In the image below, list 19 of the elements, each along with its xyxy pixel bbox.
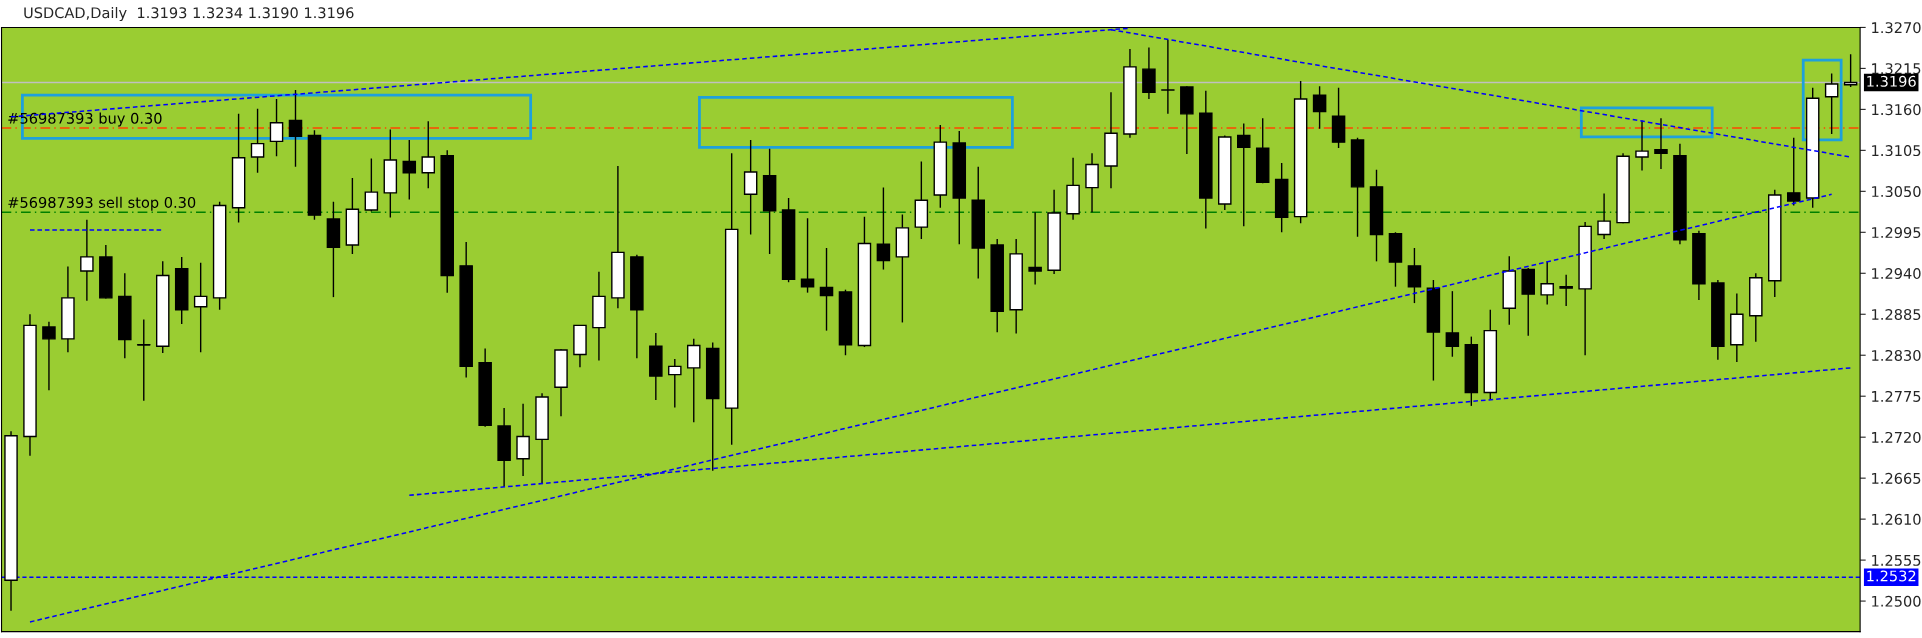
y-tick-label: 1.2610	[1872, 513, 1921, 525]
y-tick-label: 1.2555	[1872, 554, 1921, 566]
y-tick-label: 1.2885	[1872, 308, 1921, 320]
y-tick-label: 1.2940	[1872, 268, 1921, 280]
y-tick-label: 1.2500	[1872, 595, 1921, 607]
y-tick-label: 1.2830	[1872, 349, 1921, 361]
ref-line-label: 1.3196	[1867, 75, 1916, 87]
y-tick-label: 1.3105	[1872, 145, 1921, 157]
y-tick-label: 1.3215	[1872, 63, 1921, 75]
y-tick-label: 1.2665	[1872, 472, 1921, 484]
y-tick-label: 1.3050	[1872, 186, 1921, 198]
y-tick-label: 1.3160	[1872, 104, 1921, 116]
y-tick-label: 1.3270	[1872, 22, 1921, 34]
y-tick-label: 1.2775	[1872, 390, 1921, 402]
y-tick-label: 1.2995	[1872, 227, 1921, 239]
chart-title: USDCAD,Daily 1.3193 1.3234 1.3190 1.3196	[24, 6, 354, 22]
y-tick-label: 1.2720	[1872, 431, 1921, 443]
ref-line-label: 1.2532	[1867, 570, 1916, 582]
ref-line-label: #56987393 sell stop 0.30	[8, 196, 196, 211]
